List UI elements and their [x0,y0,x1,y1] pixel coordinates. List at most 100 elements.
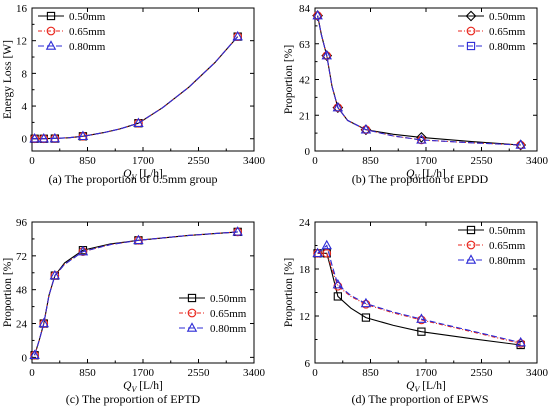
legend-marker [465,254,477,264]
legend-label: 0.80mm [489,41,526,53]
y-tick-label: 84 [299,3,311,15]
legend-marker [187,293,197,303]
x-tick-label: 850 [362,155,379,167]
panel-caption: (a) The proportion of 0.5mm group [48,172,217,186]
y-tick-label: 6 [305,358,311,370]
series-line [34,231,238,356]
y-tick-label: 21 [299,110,310,122]
legend-marker [45,40,57,50]
legend-label: 0.80mm [69,41,106,53]
legend-label: 0.80mm [489,255,526,267]
data-point-marker [77,130,89,141]
series-0.80mm [312,239,526,347]
series-line [317,15,521,146]
legend-label: 0.50mm [489,225,526,237]
series-line [317,244,521,344]
data-point-marker [515,139,526,149]
series-0.80mm [29,30,243,143]
data-point-marker [232,30,243,41]
panel-caption: (d) The proportion of EPWS [351,392,488,406]
data-point-marker [321,239,332,250]
y-tick-label: 0 [22,352,28,364]
panel-caption: (b) The proportion of EPDD [352,172,489,186]
x-tick-label: 2550 [188,367,211,379]
y-tick-label: 24 [16,319,28,331]
legend-marker [465,10,477,22]
data-point-marker [416,132,427,143]
x-tick-label: 0 [29,155,35,167]
data-point-marker [360,123,372,134]
x-axis-label: QV [L/h] [123,168,163,182]
legend: 0.50mm 0.65mm 0.80mm [179,293,247,335]
chart-panel-c: 0 850 1700 2550 3400 0 24 48 72 96 0.50mm 0.65mm 0.8… [2,217,266,406]
y-tick-label: 72 [16,251,27,263]
panel-caption: (c) The proportion of EPTD [66,392,201,406]
x-axis-label: QV [L/h] [123,380,163,394]
x-tick-label: 2550 [471,367,494,379]
y-tick-label: 16 [16,3,28,15]
legend-label: 0.50mm [69,11,106,23]
legend-marker [466,240,476,250]
legend-label: 0.65mm [210,308,247,320]
y-axis-label: Energy Loss [W] [2,40,14,119]
x-tick-label: 3400 [526,155,549,167]
y-tick-label: 24 [299,217,311,229]
series-0.80mm [312,9,526,149]
x-tick-label: 2550 [471,155,494,167]
legend-label: 0.80mm [210,323,247,335]
data-point-marker [312,9,323,20]
data-point-marker [333,292,343,301]
y-axis-label: Proportion [%] [283,45,295,114]
data-point-marker [515,336,526,347]
legend-label: 0.50mm [210,293,247,305]
x-tick-label: 1700 [132,367,155,379]
data-point-marker [49,269,61,280]
legend-marker [466,41,476,51]
x-axis-label: QV [L/h] [406,168,446,182]
x-tick-label: 1700 [415,155,438,167]
legend-marker [46,11,56,21]
x-tick-label: 3400 [243,155,266,167]
x-axis-label: QV [L/h] [406,380,446,394]
data-point-marker [516,339,526,348]
data-point-marker [38,317,49,328]
y-tick-label: 0 [22,134,28,146]
data-point-marker [232,226,243,236]
data-point-marker [29,349,40,359]
data-point-marker [360,297,372,308]
x-tick-label: 0 [312,367,318,379]
x-tick-label: 850 [362,367,379,379]
y-axis-label: Proportion [%] [2,258,14,327]
x-tick-label: 2550 [188,155,211,167]
chart-panel-b: 0 850 1700 2550 3400 0 21 42 63 84 0.50mm 0.65mm 0.8… [283,3,549,186]
y-tick-label: 0 [305,146,311,158]
legend-marker [186,322,198,332]
legend-marker [46,26,56,36]
data-point-marker [133,234,144,245]
data-point-marker [29,133,40,143]
data-point-marker [133,117,144,127]
data-point-marker [322,248,332,258]
series-line [34,231,238,356]
x-tick-label: 3400 [526,367,549,379]
data-point-marker [321,49,332,60]
y-tick-label: 96 [16,217,28,229]
series-0.80mm [29,226,243,359]
legend: 0.50mm 0.65mm 0.80mm [458,10,526,53]
plot-frame [31,7,255,152]
legend-label: 0.50mm [489,11,526,23]
data-point-marker [361,313,371,322]
legend-label: 0.65mm [489,240,526,252]
data-point-marker [312,247,323,258]
y-tick-label: 8 [22,68,28,80]
legend-marker [187,308,197,318]
y-tick-label: 48 [16,285,28,297]
data-point-marker [417,327,426,336]
chart-panel-a: 0 850 1700 2550 3400 0 4 8 12 16 0.50mm 0.65mm 0.80m… [2,3,266,186]
legend: 0.50mm 0.65mm 0.80mm [38,11,106,53]
x-tick-label: 1700 [415,367,438,379]
legend-label: 0.65mm [69,26,106,38]
data-point-marker [77,245,89,256]
y-tick-label: 63 [299,39,311,51]
